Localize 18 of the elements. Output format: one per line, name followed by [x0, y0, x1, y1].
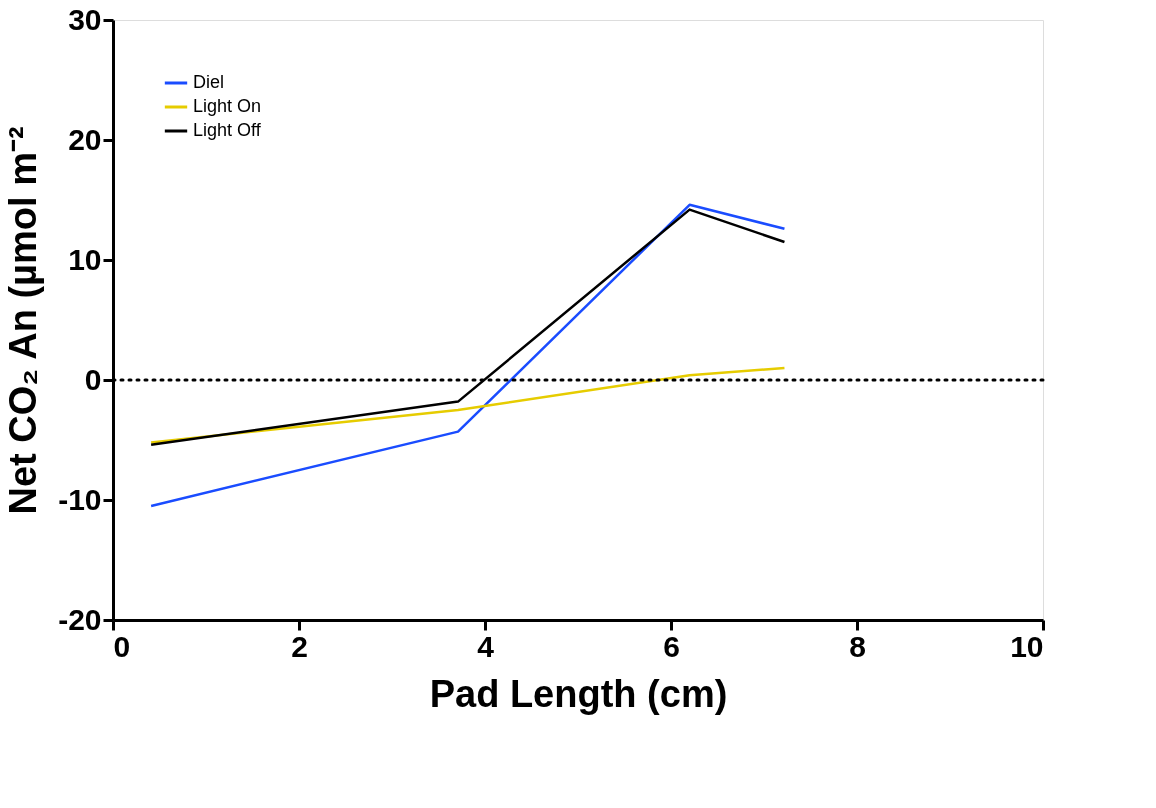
line-series: [149, 203, 786, 508]
legend-label: Light On: [193, 96, 262, 116]
x-tick-label: 10: [1010, 629, 1044, 663]
x-tick-label: 4: [477, 629, 495, 663]
x-tick-label: 6: [663, 629, 680, 663]
x-axis-title: Pad Length (cm): [429, 672, 728, 715]
y-tick-label: 20: [68, 122, 102, 156]
y-axis-title: Net CO₂ An (µmol m⁻²: [2, 126, 45, 515]
x-tick-label: 0: [113, 629, 131, 663]
x-tick-label: 8: [849, 629, 866, 663]
y-tick-label: 0: [84, 362, 102, 396]
legend-label: Diel: [193, 72, 225, 92]
y-tick-label: 30: [68, 2, 102, 36]
x-tick-label: 2: [291, 629, 308, 663]
y-tick-label: -20: [58, 602, 102, 636]
y-tick-label: 10: [68, 242, 102, 276]
legend-label: Light Off: [193, 120, 262, 140]
y-tick-label: -10: [58, 482, 102, 516]
